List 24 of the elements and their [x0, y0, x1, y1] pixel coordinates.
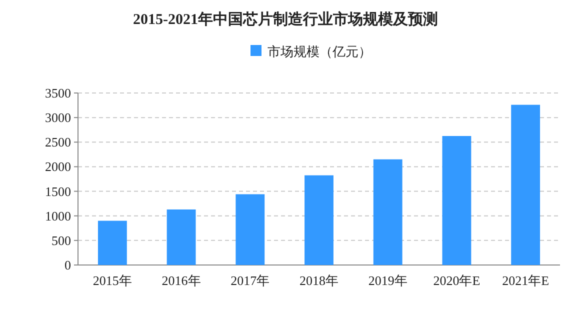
- x-tick-label: 2019年: [368, 273, 408, 288]
- x-tick-label: 2020年E: [433, 273, 480, 288]
- legend-label: 市场规模（亿元）: [268, 44, 372, 59]
- y-tick-label: 3500: [45, 86, 71, 100]
- bar: [304, 175, 334, 265]
- x-tick-label: 2015年: [92, 273, 132, 288]
- x-tick-label: 2018年: [300, 273, 338, 288]
- x-tick-label: 2016年: [162, 273, 201, 288]
- y-tick-label: 1000: [45, 208, 71, 224]
- bar: [98, 220, 127, 265]
- bar: [166, 209, 196, 265]
- y-tick-label: 2500: [45, 134, 71, 150]
- y-tick-label: 2000: [45, 159, 71, 174]
- x-tick-label: 2021年E: [502, 273, 550, 288]
- y-tick-label: 0: [64, 258, 71, 272]
- x-tick-label: 2017年: [230, 273, 270, 288]
- chart-title: 2015-2021年中国芯片制造行业市场规模及预测: [133, 10, 438, 28]
- y-tick-label: 3000: [45, 110, 71, 126]
- y-tick-label: 500: [52, 232, 71, 248]
- bar: [511, 104, 540, 265]
- y-tick-label: 1500: [45, 184, 71, 199]
- bar: [373, 159, 402, 265]
- bar: [236, 194, 265, 265]
- bar: [442, 136, 472, 265]
